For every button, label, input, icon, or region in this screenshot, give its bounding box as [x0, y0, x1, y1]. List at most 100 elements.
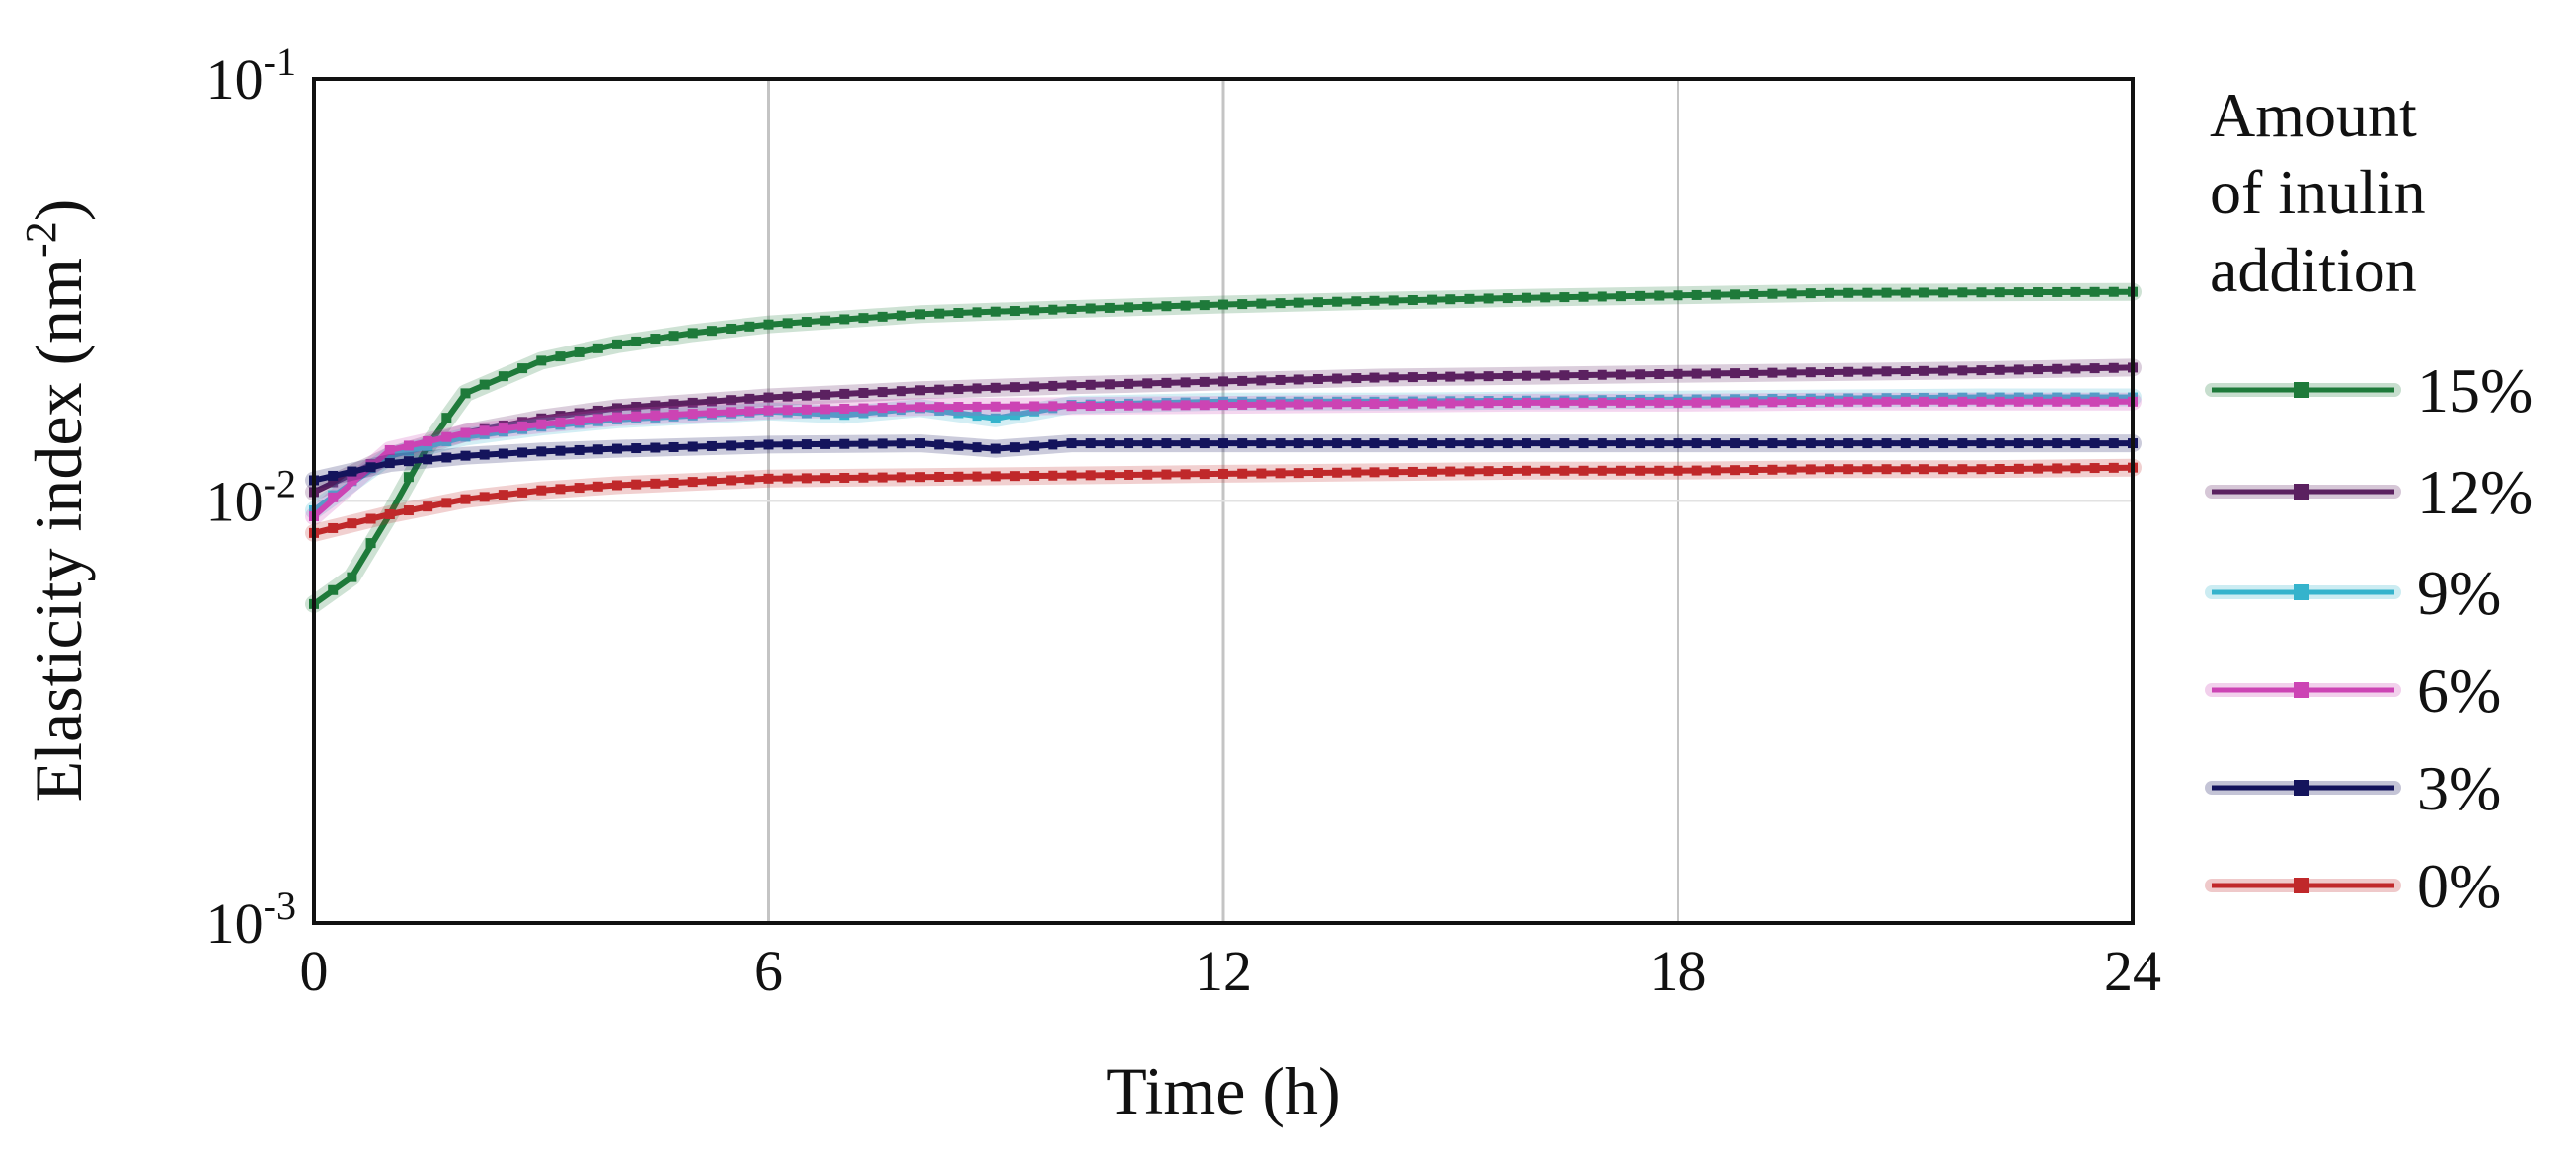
data-point [839, 314, 850, 325]
data-point [1407, 398, 1418, 409]
data-point [1578, 397, 1589, 408]
data-point [1445, 466, 1456, 477]
data-point [706, 476, 717, 487]
data-point [1351, 296, 1362, 307]
data-point [1938, 396, 1949, 407]
data-point [1673, 397, 1683, 408]
data-point [1786, 464, 1797, 475]
data-point [953, 308, 964, 319]
data-point [460, 450, 471, 461]
data-point [1275, 468, 1286, 479]
data-point [555, 417, 566, 427]
y-tick-exponent: -1 [264, 39, 296, 84]
y-axis-title-exponent: -2 [17, 221, 65, 258]
data-point [1597, 397, 1607, 408]
data-point [1691, 368, 1702, 379]
data-point [1843, 438, 1854, 449]
data-point [1994, 396, 2005, 407]
data-point [972, 442, 982, 453]
data-point [1066, 304, 1077, 315]
data-point [384, 444, 395, 455]
data-point [726, 440, 737, 451]
data-point [1559, 397, 1570, 408]
data-point [1710, 465, 1721, 476]
data-point [517, 363, 528, 374]
data-point [990, 306, 1001, 317]
data-point [1918, 287, 1929, 298]
data-point [1161, 377, 1172, 388]
data-point [915, 309, 925, 320]
data-point [934, 402, 945, 413]
data-point [1843, 396, 1854, 407]
data-point [498, 490, 508, 500]
data-point [1730, 368, 1741, 379]
data-point [612, 339, 622, 349]
data-point [744, 321, 755, 332]
data-point [1275, 399, 1286, 410]
data-point [744, 439, 755, 450]
data-point [1142, 438, 1153, 449]
data-point [668, 441, 679, 452]
data-point [479, 425, 490, 436]
data-point [1559, 438, 1570, 449]
data-point [953, 384, 964, 395]
legend-title-line-3: addition [2210, 235, 2417, 305]
data-point [896, 402, 906, 413]
data-point [631, 402, 642, 413]
data-point [1710, 289, 1721, 300]
data-point [801, 390, 812, 401]
data-point [1104, 379, 1115, 390]
data-point [1388, 398, 1399, 409]
data-point [650, 478, 661, 489]
data-point [1654, 397, 1665, 408]
data-point [403, 505, 414, 516]
data-point [820, 389, 831, 400]
data-point [1749, 438, 1759, 449]
data-point [953, 408, 964, 419]
y-tick-label: 10-1 [206, 39, 296, 112]
data-point [915, 385, 925, 396]
data-point [972, 401, 982, 412]
data-point [384, 450, 395, 461]
data-point [1237, 438, 1248, 449]
data-point [1578, 291, 1589, 302]
data-point [441, 498, 452, 508]
data-point [1938, 464, 1949, 475]
data-point [1805, 396, 1816, 407]
data-point [1388, 467, 1399, 478]
data-point [1843, 464, 1854, 475]
data-point [1994, 464, 2005, 475]
data-point [990, 471, 1001, 482]
data-point [1710, 438, 1721, 449]
data-point [328, 470, 339, 481]
data-point [782, 405, 793, 416]
data-point [1293, 374, 1304, 385]
data-point [650, 410, 661, 421]
data-point [1918, 438, 1929, 449]
data-point [1445, 294, 1456, 305]
data-point [1881, 438, 1892, 449]
data-point [1464, 438, 1475, 449]
data-point [1825, 366, 1834, 377]
data-point [668, 331, 679, 342]
legend-label: 3% [2417, 753, 2501, 823]
legend-swatch-marker [2294, 682, 2309, 698]
legend: Amount of inulin addition 15% 12% 9% 6% 3% 0% [2205, 80, 2533, 921]
x-tick-label: 6 [754, 939, 783, 1003]
data-point [687, 409, 698, 420]
data-point [384, 508, 395, 519]
data-point [726, 323, 737, 334]
data-point [915, 402, 925, 413]
data-point [403, 456, 414, 467]
data-point [1483, 466, 1494, 477]
data-point [1597, 369, 1607, 380]
data-point [1615, 369, 1626, 380]
data-point [347, 475, 357, 486]
data-point [574, 408, 585, 419]
legend-swatch-marker [2294, 780, 2309, 796]
data-point [423, 454, 433, 465]
data-point [1881, 366, 1892, 377]
data-point [555, 445, 566, 456]
data-point [1029, 305, 1040, 316]
